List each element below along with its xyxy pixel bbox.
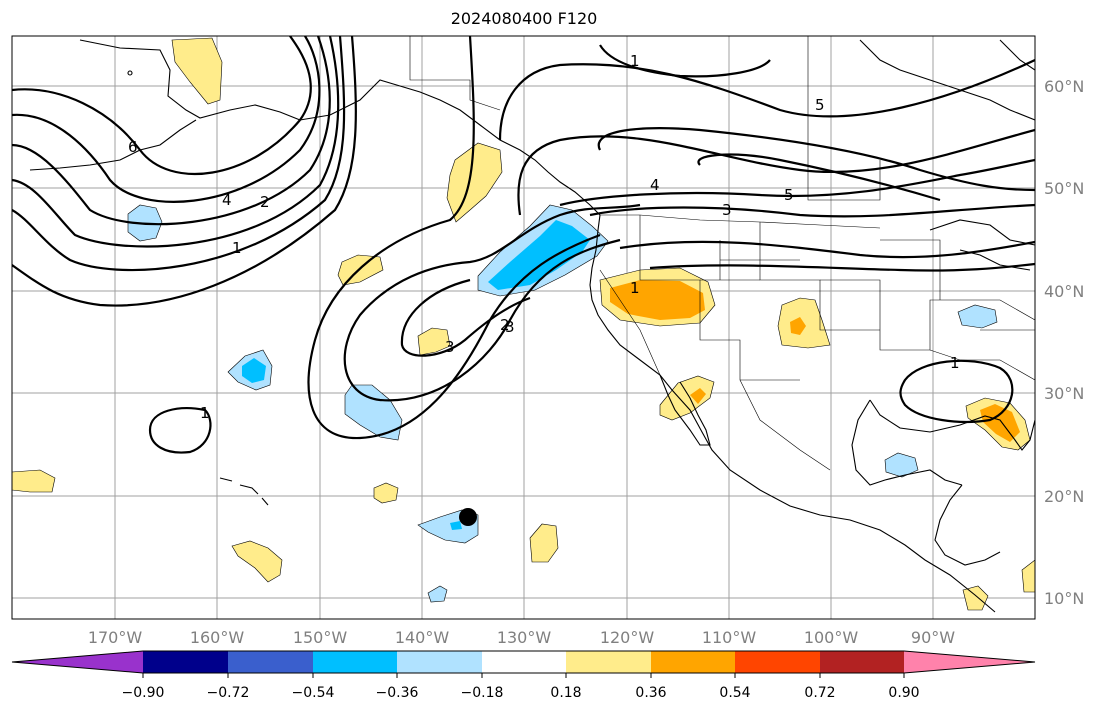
colorbar: −0.90 −0.72 −0.54 −0.36 −0.18 0.18 0.36 … <box>11 650 1036 701</box>
colorbar-tick-label: −0.54 <box>292 685 335 701</box>
svg-text:6: 6 <box>128 138 138 156</box>
colorbar-bin <box>735 651 820 673</box>
graticule <box>12 36 1035 619</box>
svg-text:10°N: 10°N <box>1044 589 1084 608</box>
colorbar-tick-label: 0.72 <box>804 685 835 701</box>
colorbar-bin <box>566 651 651 673</box>
svg-text:3: 3 <box>505 318 515 336</box>
colorbar-tick-label: −0.36 <box>376 685 419 701</box>
spread-contours <box>12 36 1035 454</box>
svg-text:1: 1 <box>232 239 242 257</box>
svg-text:5: 5 <box>815 96 825 114</box>
svg-text:120°W: 120°W <box>600 628 655 647</box>
svg-text:1: 1 <box>630 279 640 297</box>
map-title: 2024080400 F120 <box>450 9 598 28</box>
svg-text:3: 3 <box>722 201 732 219</box>
colorbar-tick-label: −0.90 <box>122 685 165 701</box>
colorbar-extend-max <box>904 651 1035 673</box>
svg-text:20°N: 20°N <box>1044 487 1084 506</box>
svg-text:2: 2 <box>260 193 270 211</box>
coastlines <box>29 39 1035 613</box>
colorbar-bin <box>228 651 313 673</box>
contour-labels: 1 2 3 4 5 6 1 2 3 1 1 1 3 4 5 <box>128 52 960 422</box>
colorbar-bin <box>651 651 735 673</box>
colorbar-tick-label: 0.90 <box>888 685 919 701</box>
storm-center-marker <box>459 508 477 526</box>
svg-text:140°W: 140°W <box>395 628 450 647</box>
colorbar-extend-min <box>12 651 143 673</box>
colorbar-tick-label: 0.18 <box>550 685 581 701</box>
svg-text:1: 1 <box>200 404 210 422</box>
map-frame <box>11 35 1036 620</box>
lon-tick-labels: 170°W 160°W 150°W 140°W 130°W 120°W 110°… <box>88 628 955 647</box>
colorbar-tick-label: −0.18 <box>461 685 504 701</box>
svg-text:100°W: 100°W <box>804 628 859 647</box>
colorbar-bin <box>143 651 228 673</box>
svg-text:4: 4 <box>222 191 232 209</box>
colorbar-tick-label: 0.54 <box>719 685 750 701</box>
negative-anomaly-moderate <box>242 220 590 530</box>
svg-text:1: 1 <box>950 354 960 372</box>
svg-text:90°W: 90°W <box>911 628 955 647</box>
svg-text:110°W: 110°W <box>702 628 757 647</box>
colorbar-tick-label: −0.72 <box>207 685 250 701</box>
lat-tick-labels: 60°N 50°N 40°N 30°N 20°N 10°N <box>1044 77 1084 608</box>
colorbar-bin <box>482 651 566 673</box>
svg-text:170°W: 170°W <box>88 628 143 647</box>
svg-text:150°W: 150°W <box>293 628 348 647</box>
svg-text:60°N: 60°N <box>1044 77 1084 96</box>
svg-text:160°W: 160°W <box>190 628 245 647</box>
svg-text:1: 1 <box>630 52 640 70</box>
svg-text:4: 4 <box>650 176 660 194</box>
svg-text:5: 5 <box>784 186 794 204</box>
svg-text:50°N: 50°N <box>1044 179 1084 198</box>
svg-text:130°W: 130°W <box>497 628 552 647</box>
colorbar-tick-label: 0.36 <box>635 685 666 701</box>
svg-text:2: 2 <box>500 316 510 334</box>
svg-text:30°N: 30°N <box>1044 384 1084 403</box>
colorbar-bin <box>820 651 904 673</box>
colorbar-bin <box>313 651 397 673</box>
svg-text:3: 3 <box>445 338 455 356</box>
svg-text:40°N: 40°N <box>1044 282 1084 301</box>
political-borders <box>409 36 1035 471</box>
colorbar-bin <box>397 651 482 673</box>
